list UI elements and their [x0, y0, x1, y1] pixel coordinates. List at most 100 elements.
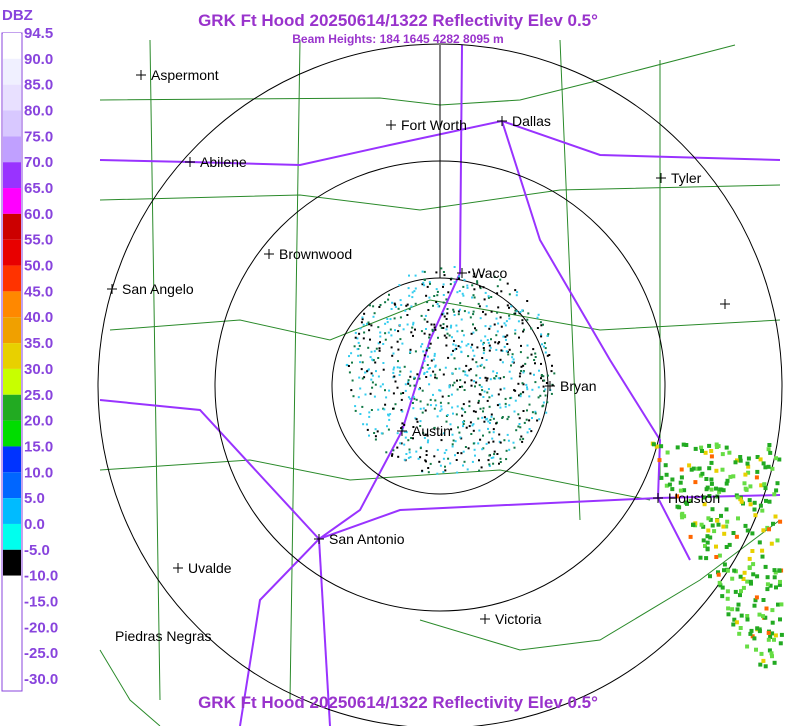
echo-pixel — [521, 382, 524, 385]
echo-pixel — [432, 358, 435, 361]
echo-pixel — [451, 445, 454, 448]
echo-pixel — [703, 450, 708, 455]
colorbar-band — [3, 84, 21, 111]
echo-pixel — [704, 556, 709, 561]
colorbar-label: 85.0 — [24, 77, 53, 94]
city-label: Aspermont — [151, 67, 219, 83]
echo-pixel — [485, 418, 488, 421]
colorbar-band — [3, 343, 21, 369]
echo-pixel — [479, 364, 482, 367]
echo-pixel — [473, 354, 476, 357]
echo-pixel — [747, 498, 752, 503]
echo-pixel — [424, 433, 427, 436]
colorbar-label: 70.0 — [24, 154, 53, 171]
echo-pixel — [754, 475, 759, 480]
echo-pixel — [774, 456, 778, 461]
echo-pixel — [361, 361, 364, 364]
echo-pixel — [507, 353, 510, 356]
echo-pixel — [394, 329, 396, 332]
echo-pixel — [480, 385, 483, 388]
echo-pixel — [745, 644, 750, 649]
echo-pixel — [760, 548, 765, 553]
echo-pixel — [368, 323, 371, 326]
echo-pixel — [522, 330, 525, 333]
echo-pixel — [707, 443, 712, 448]
echo-pixel — [522, 370, 525, 373]
echo-pixel — [421, 366, 424, 369]
echo-pixel — [766, 630, 771, 635]
echo-pixel — [718, 583, 723, 588]
echo-pixel — [770, 631, 775, 636]
echo-pixel — [442, 373, 445, 376]
echo-pixel — [480, 466, 483, 469]
echo-pixel — [470, 332, 473, 335]
colorbar-band — [3, 368, 21, 395]
echo-pixel — [772, 492, 777, 497]
echo-pixel — [497, 322, 500, 325]
echo-pixel — [467, 343, 470, 346]
echo-pixel — [450, 393, 453, 396]
echo-pixel — [442, 457, 445, 460]
echo-pixel — [456, 471, 459, 474]
echo-pixel — [468, 271, 471, 274]
echo-pixel — [519, 426, 522, 429]
echo-pixel — [421, 469, 424, 472]
echo-pixel — [708, 574, 712, 579]
echo-pixel — [754, 647, 758, 652]
echo-pixel — [543, 379, 546, 382]
echo-pixel — [530, 353, 533, 356]
echo-pixel — [435, 288, 438, 291]
echo-pixel — [519, 351, 522, 354]
echo-pixel — [415, 450, 418, 453]
echo-pixel — [420, 345, 422, 348]
echo-pixel — [491, 394, 494, 397]
echo-pixel — [544, 394, 547, 397]
echo-pixel — [455, 413, 458, 416]
echo-pixel — [763, 564, 768, 569]
echo-pixel — [544, 347, 547, 350]
echo-pixel — [486, 377, 489, 380]
echo-pixel — [664, 483, 669, 488]
echo-pixel — [472, 331, 475, 334]
echo-pixel — [356, 337, 359, 340]
echo-pixel — [453, 381, 456, 384]
echo-pixel — [431, 330, 434, 333]
echo-pixel — [517, 413, 520, 416]
echo-pixel — [429, 342, 432, 345]
echo-pixel — [426, 403, 429, 406]
echo-pixel — [483, 349, 486, 352]
echo-pixel — [772, 637, 776, 642]
echo-pixel — [432, 370, 435, 373]
echo-pixel — [448, 386, 451, 389]
echo-pixel — [745, 614, 750, 618]
echo-pixel — [496, 372, 498, 375]
colorbar-band — [3, 33, 21, 59]
echo-pixel — [526, 344, 529, 347]
echo-pixel — [484, 325, 487, 328]
colorbar-label: 25.0 — [24, 387, 53, 404]
echo-pixel — [384, 389, 386, 392]
echo-pixel — [688, 534, 693, 539]
echo-pixel — [461, 292, 464, 295]
echo-pixel — [442, 301, 445, 304]
echo-pixel — [679, 512, 684, 517]
echo-pixel — [702, 502, 707, 507]
echo-pixel — [483, 390, 486, 393]
echo-pixel — [490, 296, 493, 298]
echo-pixel — [435, 404, 438, 407]
echo-pixel — [539, 394, 542, 397]
echo-pixel — [455, 324, 458, 327]
echo-pixel — [743, 523, 748, 528]
echo-pixel — [724, 545, 729, 549]
echo-pixel — [463, 381, 466, 384]
echo-pixel — [434, 373, 437, 376]
city-marker — [107, 284, 117, 294]
echo-pixel — [699, 445, 704, 450]
colorbar-label: -15.0 — [24, 593, 58, 610]
echo-pixel — [765, 587, 770, 592]
echo-pixel — [409, 351, 412, 354]
echo-pixel — [770, 466, 775, 471]
echo-pixel — [453, 266, 456, 268]
echo-pixel — [354, 405, 357, 408]
echo-pixel — [755, 469, 760, 474]
